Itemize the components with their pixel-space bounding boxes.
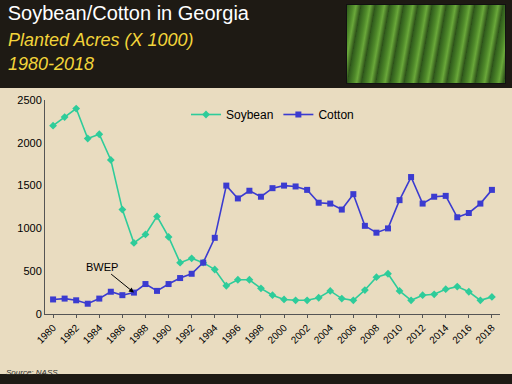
svg-text:1998: 1998 xyxy=(242,322,266,346)
svg-text:2004: 2004 xyxy=(312,322,336,346)
svg-text:1990: 1990 xyxy=(150,322,174,346)
svg-text:Soybean/Cotton in Georgia: Soybean/Cotton in Georgia xyxy=(8,2,250,24)
svg-text:1980-2018: 1980-2018 xyxy=(8,54,94,74)
svg-text:2008: 2008 xyxy=(358,322,382,346)
svg-text:1984: 1984 xyxy=(81,322,105,346)
svg-text:1980: 1980 xyxy=(35,322,59,346)
svg-text:1994: 1994 xyxy=(196,322,220,346)
svg-text:2018: 2018 xyxy=(473,322,497,346)
svg-text:Cotton: Cotton xyxy=(318,108,353,122)
svg-text:500: 500 xyxy=(23,265,41,277)
svg-text:1500: 1500 xyxy=(17,179,41,191)
svg-text:2500: 2500 xyxy=(17,94,41,106)
svg-text:1000: 1000 xyxy=(17,222,41,234)
svg-text:Source: NASS: Source: NASS xyxy=(6,368,58,377)
svg-text:1988: 1988 xyxy=(127,322,151,346)
svg-text:BWEP: BWEP xyxy=(86,261,118,273)
svg-text:2012: 2012 xyxy=(404,322,428,346)
svg-text:1982: 1982 xyxy=(58,322,82,346)
svg-text:1992: 1992 xyxy=(173,322,197,346)
svg-text:2002: 2002 xyxy=(289,322,313,346)
svg-text:2016: 2016 xyxy=(450,322,474,346)
svg-text:Planted Acres (X 1000): Planted Acres (X 1000) xyxy=(8,30,193,50)
svg-text:Soybean: Soybean xyxy=(226,108,273,122)
svg-text:0: 0 xyxy=(36,308,42,320)
svg-text:1986: 1986 xyxy=(104,322,128,346)
svg-text:2014: 2014 xyxy=(427,322,451,346)
svg-text:2000: 2000 xyxy=(17,137,41,149)
svg-text:2000: 2000 xyxy=(265,322,289,346)
svg-text:2010: 2010 xyxy=(381,322,405,346)
svg-text:2006: 2006 xyxy=(335,322,359,346)
svg-text:1996: 1996 xyxy=(219,322,243,346)
